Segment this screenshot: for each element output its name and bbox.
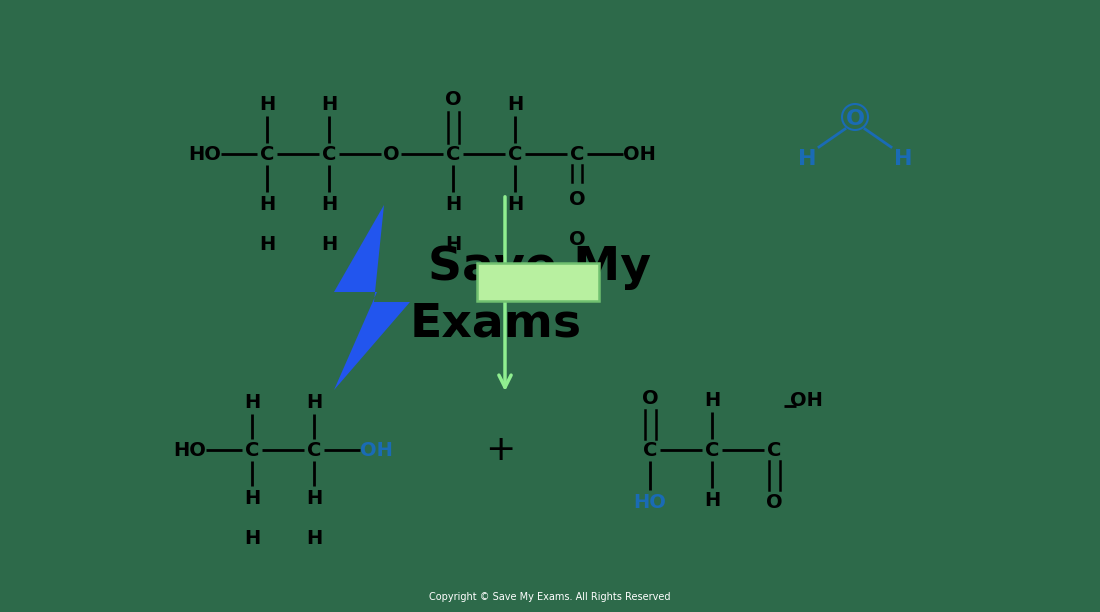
- Text: H: H: [704, 390, 720, 409]
- Text: Exams: Exams: [410, 302, 582, 346]
- Text: H: H: [244, 392, 260, 411]
- Text: H: H: [444, 234, 461, 253]
- Text: H: H: [507, 195, 524, 214]
- Text: O: O: [766, 493, 782, 512]
- Text: C: C: [260, 144, 274, 163]
- Text: O: O: [846, 109, 865, 129]
- Text: H: H: [244, 488, 260, 507]
- Text: O: O: [444, 89, 461, 108]
- Text: HO: HO: [188, 144, 221, 163]
- Text: OH: OH: [790, 390, 823, 409]
- Text: H: H: [258, 195, 275, 214]
- Text: O: O: [383, 144, 399, 163]
- Text: +: +: [485, 433, 515, 467]
- Text: O: O: [569, 190, 585, 209]
- Text: H: H: [321, 234, 337, 253]
- Text: H: H: [244, 529, 260, 548]
- Text: C: C: [322, 144, 337, 163]
- Text: HO: HO: [174, 441, 207, 460]
- Text: H: H: [444, 195, 461, 214]
- Text: H: H: [321, 195, 337, 214]
- FancyBboxPatch shape: [477, 263, 600, 301]
- Text: H: H: [894, 149, 912, 169]
- Text: H: H: [306, 488, 322, 507]
- Text: OH: OH: [360, 441, 393, 460]
- Text: C: C: [446, 144, 460, 163]
- Text: C: C: [705, 441, 719, 460]
- Text: O: O: [569, 230, 585, 248]
- Text: H: H: [321, 94, 337, 113]
- Text: C: C: [570, 144, 584, 163]
- Text: C: C: [245, 441, 260, 460]
- Text: C: C: [767, 441, 781, 460]
- Text: H: H: [258, 94, 275, 113]
- Text: H: H: [704, 490, 720, 510]
- Text: O: O: [641, 389, 658, 408]
- Polygon shape: [334, 205, 410, 390]
- Text: H: H: [798, 149, 816, 169]
- Text: H: H: [306, 392, 322, 411]
- Text: Save My: Save My: [428, 245, 651, 289]
- Text: H: H: [507, 94, 524, 113]
- Text: H: H: [258, 234, 275, 253]
- Text: HO: HO: [634, 493, 667, 512]
- Text: OH: OH: [623, 144, 656, 163]
- Text: C: C: [642, 441, 657, 460]
- Text: H: H: [306, 529, 322, 548]
- Text: HYDROLYSIS: HYDROLYSIS: [490, 275, 587, 289]
- Text: C: C: [508, 144, 522, 163]
- Text: Copyright © Save My Exams. All Rights Reserved: Copyright © Save My Exams. All Rights Re…: [429, 592, 671, 602]
- Text: C: C: [307, 441, 321, 460]
